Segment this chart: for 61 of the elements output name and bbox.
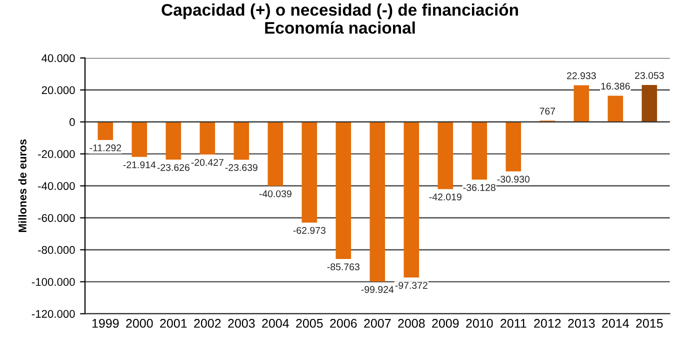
- data-label: -97.372: [395, 282, 428, 289]
- bar: [404, 122, 420, 278]
- data-label: -20.427: [191, 158, 224, 166]
- bar: [506, 122, 522, 172]
- bar: [608, 96, 624, 122]
- y-tick-label: -120.000: [32, 310, 75, 318]
- x-tick-label: 2011: [500, 318, 526, 328]
- y-tick-label: -60.000: [38, 214, 75, 222]
- data-label: -11.292: [90, 144, 122, 152]
- data-label: -42.019: [429, 193, 462, 200]
- bar: [574, 85, 590, 122]
- data-label: 767: [540, 108, 556, 115]
- y-tick-label: 40.000: [42, 54, 75, 62]
- x-tick-label: 2004: [262, 318, 289, 328]
- data-label: -23.639: [225, 164, 258, 171]
- y-tick-label: -80.000: [38, 246, 75, 254]
- x-tick-label: 2005: [296, 318, 323, 328]
- data-label: -30.930: [497, 176, 530, 183]
- bar: [438, 122, 454, 190]
- data-label: 23.053: [635, 72, 664, 79]
- data-label: 22.933: [567, 72, 596, 80]
- x-tick-label: 2010: [466, 318, 493, 328]
- y-tick-label: 20.000: [42, 86, 75, 94]
- y-tick-label: -100.000: [32, 278, 75, 286]
- bar: [132, 122, 148, 157]
- bar: [370, 122, 386, 282]
- data-label: -62.973: [293, 226, 326, 234]
- y-tick-label: -20.000: [38, 150, 75, 158]
- y-tick-label: 0: [70, 118, 75, 126]
- data-label: -85.763: [327, 263, 360, 270]
- data-label: -99.924: [361, 286, 394, 293]
- x-tick-label: 2007: [364, 318, 391, 328]
- data-label: -40.039: [259, 190, 292, 198]
- x-tick-label: 2008: [398, 318, 425, 328]
- data-label: 16.386: [601, 82, 630, 90]
- x-tick-label: 2006: [330, 318, 357, 328]
- data-label: -21.914: [123, 161, 156, 168]
- bar: [234, 122, 250, 160]
- bar: [200, 122, 216, 155]
- data-label: -23.626: [157, 164, 190, 171]
- bar: [472, 122, 488, 180]
- data-label: -36.128: [463, 184, 496, 191]
- chart-title: Capacidad (+) o necesidad (-) de financiación Economía nacional: [162, 3, 518, 34]
- x-tick-label: 2000: [126, 318, 153, 328]
- x-tick-label: 2014: [602, 318, 629, 328]
- x-tick-label: 2002: [194, 318, 221, 328]
- x-tick-label: 2001: [160, 318, 187, 328]
- y-axis-title: Millones de euros: [18, 139, 26, 232]
- y-tick-label: -40.000: [38, 182, 75, 190]
- bar: [336, 122, 352, 259]
- bar: [302, 122, 318, 223]
- x-tick-label: 2013: [568, 318, 595, 328]
- bar: [268, 122, 284, 186]
- x-tick-label: 2009: [432, 318, 459, 328]
- x-tick-label: 1999: [92, 318, 119, 328]
- bar: [642, 85, 658, 122]
- x-tick-label: 2003: [228, 318, 255, 328]
- x-tick-label: 2012: [534, 318, 561, 328]
- x-tick-label: 2015: [636, 318, 663, 328]
- bar: [166, 122, 182, 160]
- bar: [98, 122, 114, 140]
